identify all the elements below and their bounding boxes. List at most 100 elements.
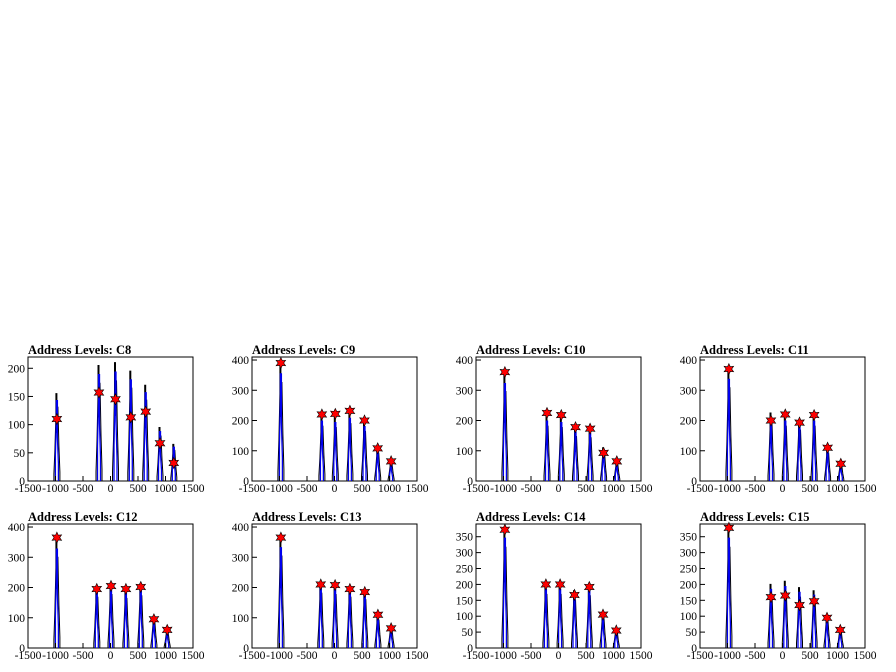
x-tick-label: 1000 xyxy=(826,483,849,495)
chart-title: Address Levels: C12 xyxy=(28,510,138,524)
y-tick-label: 350 xyxy=(680,532,698,544)
y-tick-label: 0 xyxy=(691,476,697,488)
x-tick-label: -1500 xyxy=(239,483,266,495)
peak-marker xyxy=(51,412,63,426)
x-tick-label: -1500 xyxy=(687,650,714,662)
y-tick-label: 150 xyxy=(8,391,26,403)
y-tick-label: 200 xyxy=(8,583,26,595)
y-tick-label: 250 xyxy=(456,564,474,576)
x-tick-label: 0 xyxy=(780,483,786,495)
peak-marker xyxy=(834,623,846,637)
x-tick-label: 1500 xyxy=(406,483,429,495)
y-tick-label: 400 xyxy=(232,355,250,367)
y-tick-label: 100 xyxy=(232,613,250,625)
x-tick-label: -1000 xyxy=(266,650,293,662)
x-tick-label: -1000 xyxy=(490,483,517,495)
x-tick-label: 500 xyxy=(129,483,147,495)
peak-marker xyxy=(554,578,566,591)
y-tick-label: 100 xyxy=(8,613,26,625)
y-tick-label: 100 xyxy=(456,611,474,623)
x-tick-label: 1000 xyxy=(826,650,849,662)
x-tick-label: -500 xyxy=(72,483,93,495)
x-tick-label: 1000 xyxy=(602,650,625,662)
y-tick-label: 50 xyxy=(462,627,474,639)
y-tick-label: 100 xyxy=(680,446,698,458)
y-tick-label: 200 xyxy=(232,583,250,595)
y-tick-label: 200 xyxy=(232,416,250,428)
histogram-peak xyxy=(53,393,61,481)
peak-marker xyxy=(808,408,820,422)
y-tick-label: 50 xyxy=(14,448,26,460)
x-tick-label: 0 xyxy=(556,650,562,662)
x-tick-label: -1000 xyxy=(714,650,741,662)
x-tick-label: -500 xyxy=(744,483,765,495)
peak-marker xyxy=(105,579,117,593)
x-tick-label: -1500 xyxy=(15,483,42,495)
y-tick-label: 150 xyxy=(680,595,698,607)
x-tick-label: -1000 xyxy=(42,650,69,662)
chart-title: Address Levels: C10 xyxy=(476,343,586,357)
x-tick-label: 0 xyxy=(556,483,562,495)
y-tick-label: 0 xyxy=(691,643,697,655)
chart-title: Address Levels: C15 xyxy=(700,510,810,524)
peak-marker xyxy=(385,622,397,635)
chart-title: Address Levels: C13 xyxy=(252,510,362,524)
peak-marker xyxy=(140,405,152,418)
x-tick-label: -500 xyxy=(520,650,541,662)
y-tick-label: 400 xyxy=(232,522,250,534)
x-tick-label: -500 xyxy=(296,650,317,662)
peak-marker xyxy=(344,404,356,418)
x-tick-label: -500 xyxy=(744,650,765,662)
peak-marker xyxy=(597,608,609,621)
y-tick-label: 400 xyxy=(680,355,698,367)
peak-marker xyxy=(540,578,552,591)
histogram-peak xyxy=(767,583,775,648)
peak-marker xyxy=(822,441,834,454)
x-tick-label: -500 xyxy=(520,483,541,495)
x-tick-label: 0 xyxy=(332,650,338,662)
peak-marker xyxy=(723,521,735,535)
peak-marker xyxy=(555,408,567,422)
peak-marker xyxy=(808,595,820,608)
histogram-peak xyxy=(796,587,803,648)
peak-marker xyxy=(161,623,173,637)
y-tick-label: 150 xyxy=(456,595,474,607)
x-tick-label: 0 xyxy=(780,650,786,662)
x-tick-label: 1500 xyxy=(854,483,877,495)
peak-marker xyxy=(499,365,511,379)
x-tick-label: 500 xyxy=(353,483,371,495)
peak-marker xyxy=(135,580,147,594)
peak-marker xyxy=(125,411,137,424)
x-tick-label: 1000 xyxy=(378,650,401,662)
peak-marker xyxy=(570,420,581,434)
x-tick-label: -1500 xyxy=(687,483,714,495)
y-tick-label: 300 xyxy=(8,552,26,564)
x-tick-label: 1500 xyxy=(182,483,205,495)
y-tick-label: 300 xyxy=(680,385,698,397)
peak-marker xyxy=(779,408,791,421)
x-tick-label: 500 xyxy=(577,483,595,495)
y-tick-label: 200 xyxy=(456,579,474,591)
histogram-peak xyxy=(112,362,119,481)
peak-marker xyxy=(154,436,166,450)
y-tick-label: 250 xyxy=(680,564,698,576)
peak-marker xyxy=(569,588,580,602)
x-tick-label: -1500 xyxy=(463,483,490,495)
x-tick-label: -1500 xyxy=(463,650,490,662)
x-tick-label: 1500 xyxy=(406,650,429,662)
y-tick-label: 0 xyxy=(467,643,473,655)
y-tick-label: 300 xyxy=(232,385,250,397)
histogram-peak xyxy=(725,528,733,648)
x-tick-label: 500 xyxy=(353,650,371,662)
x-tick-label: 1000 xyxy=(378,483,401,495)
y-tick-label: 200 xyxy=(456,416,474,428)
x-tick-label: 1500 xyxy=(182,650,205,662)
x-tick-label: 1500 xyxy=(854,650,877,662)
peak-marker xyxy=(120,582,132,596)
peak-marker xyxy=(541,406,553,420)
x-tick-label: 500 xyxy=(129,650,147,662)
